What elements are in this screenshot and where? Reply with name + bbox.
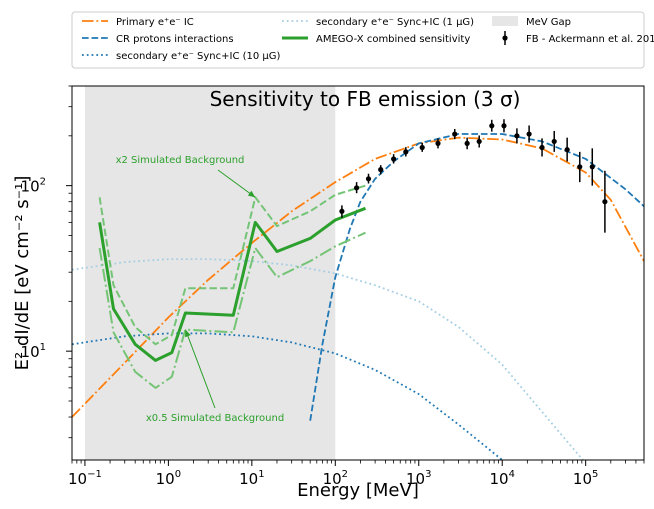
annotation-arrow <box>217 169 256 198</box>
x-tick-label: 101 <box>239 469 264 488</box>
series-primary-e-e-ic <box>72 136 644 418</box>
fb-marker <box>489 123 495 129</box>
legend-entry-primary-e-e-ic: Primary e⁺e⁻ IC <box>82 17 194 28</box>
series-secondary-e-e-sync-ic-10-g <box>72 332 504 460</box>
fb-marker <box>526 131 532 137</box>
fb-data-point <box>476 135 482 148</box>
fb-marker <box>403 149 409 155</box>
series-x0-5-simulated-background <box>98 231 366 389</box>
fb-data-point <box>365 173 372 184</box>
mev-gap-region <box>84 86 336 460</box>
fb-data-point <box>452 128 458 140</box>
series-layer <box>72 133 644 460</box>
fb-marker <box>339 208 345 214</box>
y-axis-label: E² dI/dE [eV cm⁻² s⁻¹] <box>12 176 33 371</box>
annotation-arrow <box>184 329 216 409</box>
fb-marker <box>602 199 608 205</box>
axis-ticks: 10−1 100 101 102 103 104 105 101 102 <box>21 85 645 488</box>
fb-data-point <box>339 205 345 218</box>
fb-data-point <box>391 154 397 164</box>
legend-swatch-marker <box>502 35 508 41</box>
fb-data-point <box>539 138 545 157</box>
x-tick-label: 102 <box>323 469 348 488</box>
legend-entry-secondary-e-e-sync-ic-10-g: secondary e⁺e⁻ Sync+IC (10 μG) <box>82 51 281 62</box>
plot-frame <box>71 85 645 461</box>
fb-marker <box>476 138 482 145</box>
fb-marker <box>577 164 583 170</box>
fb-data-point <box>564 137 570 162</box>
fb-data-point <box>526 125 532 143</box>
legend-label: secondary e⁺e⁻ Sync+IC (1 μG) <box>316 17 474 28</box>
y-tick-label: 101 <box>21 342 46 361</box>
fb-marker <box>452 131 458 137</box>
fb-marker <box>514 133 520 139</box>
annotations: x2 Simulated Background x0.5 Simulated Ba… <box>116 155 285 424</box>
chart-title: Sensitivity to FB emission (3 σ) <box>210 87 521 111</box>
legend-entry-secondary-e-e-sync-ic-1-g: secondary e⁺e⁻ Sync+IC (1 μG) <box>282 17 474 28</box>
series-x2-simulated-background <box>98 184 366 346</box>
fb-data-point <box>354 182 360 194</box>
fb-marker <box>391 156 397 162</box>
legend-label: MeV Gap <box>526 17 571 28</box>
fb-data-points <box>339 119 608 233</box>
fb-marker <box>365 176 372 182</box>
fb-data-point <box>419 142 425 152</box>
legend-entry-amego-x-combined-sensitivity: AMEGO-X combined sensitivity <box>282 34 470 45</box>
fb-data-point <box>551 130 557 152</box>
x-tick-label: 104 <box>489 469 514 488</box>
fb-data-point <box>514 128 520 144</box>
fb-marker <box>501 123 507 129</box>
x-tick-label: 100 <box>156 469 181 488</box>
x-tick-label: 103 <box>406 469 431 488</box>
fb-marker <box>564 147 570 153</box>
fb-marker <box>551 138 557 145</box>
legend-entry-cr-protons-interactions: CR protons interactions <box>82 34 234 45</box>
annotation-arrowhead <box>185 329 191 338</box>
y-tick-label: 102 <box>21 177 46 196</box>
legend-entry-fb-ackermann-et-al-2014: FB - Ackermann et al. 2014 <box>502 31 654 45</box>
fb-data-point <box>577 151 583 183</box>
legend-label: CR protons interactions <box>116 34 234 45</box>
fb-marker <box>435 140 441 146</box>
legend-swatch <box>492 16 518 26</box>
fb-marker <box>539 144 545 151</box>
fb-data-point <box>589 148 595 186</box>
annotation-text: x2 Simulated Background <box>116 155 245 166</box>
legend-entry-mev-gap: MeV Gap <box>492 16 571 28</box>
fb-data-point <box>602 170 608 233</box>
fb-marker <box>378 167 384 173</box>
fb-data-point <box>501 119 507 133</box>
legend-label: secondary e⁺e⁻ Sync+IC (10 μG) <box>116 51 281 62</box>
legend-label: FB - Ackermann et al. 2014 <box>526 34 654 45</box>
legend-label: Primary e⁺e⁻ IC <box>116 17 194 28</box>
series-cr-protons-interactions <box>309 133 644 421</box>
fb-data-point <box>489 119 495 132</box>
legend: Primary e⁺e⁻ IC CR protons interactions se… <box>71 11 654 69</box>
fb-data-point <box>435 138 441 149</box>
fb-marker <box>589 164 595 170</box>
annotation-arrowhead <box>247 190 256 198</box>
annotation-x0-5-simulated-background: x0.5 Simulated Background <box>146 329 284 424</box>
fb-data-point <box>403 147 409 157</box>
x-axis-label: Energy [MeV] <box>297 480 419 501</box>
legend-label: AMEGO-X combined sensitivity <box>316 34 470 45</box>
fb-marker <box>419 144 425 151</box>
annotation-text: x0.5 Simulated Background <box>146 413 284 424</box>
x-tick-label: 10−1 <box>68 469 102 488</box>
fb-data-point <box>464 137 470 150</box>
fb-marker <box>464 140 470 146</box>
series-amego-x-combined-sensitivity <box>98 206 367 362</box>
annotation-x2-simulated-background: x2 Simulated Background <box>116 155 256 198</box>
x-tick-label: 105 <box>573 469 598 488</box>
fb-data-point <box>378 165 384 175</box>
fb-marker <box>354 185 360 191</box>
